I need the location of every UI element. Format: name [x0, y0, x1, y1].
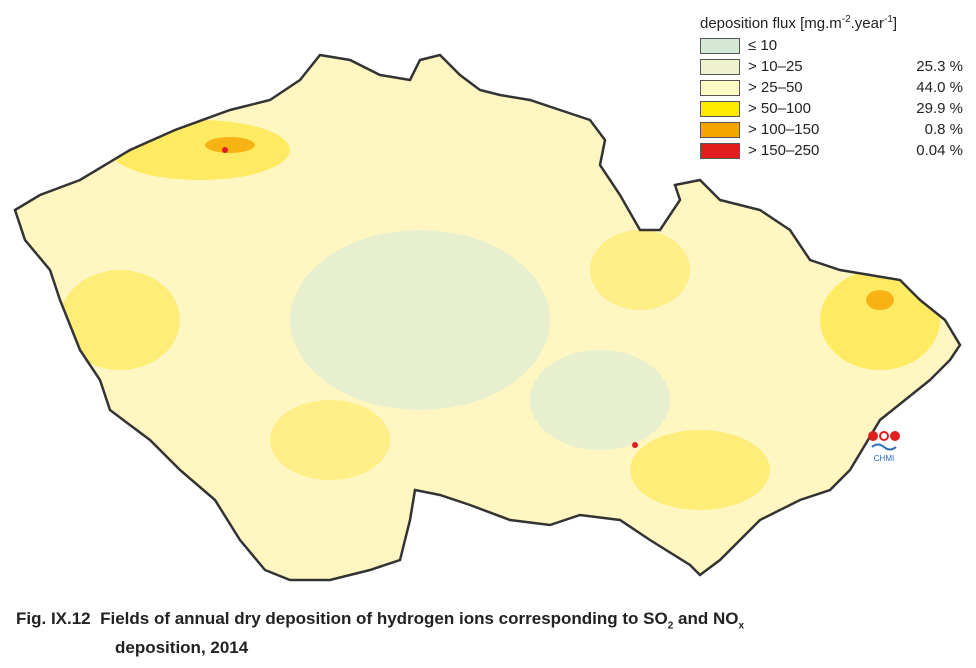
legend-item: > 150–250 0.04 %: [700, 140, 963, 161]
legend-swatch: [700, 142, 740, 159]
legend-label: > 10–25: [748, 58, 803, 75]
map: CHMI: [13, 53, 962, 582]
legend-item: ≤ 10: [700, 35, 963, 56]
legend-share: 25.3 %: [916, 58, 963, 75]
legend-label: > 50–100: [748, 100, 811, 117]
legend-item: > 100–150 0.8 %: [700, 119, 963, 140]
legend-title-exp: -2: [841, 14, 851, 25]
legend-title-text: .year: [850, 15, 884, 32]
caption-line: Fig. IX.12 Fields of annual dry depositi…: [16, 608, 744, 637]
legend-swatch: [700, 37, 740, 54]
legend-rows: ≤ 10 > 10–25 25.3 % > 25–50 44.0 % > 50–100 29…: [700, 35, 963, 161]
legend-label: ≤ 10: [748, 37, 778, 54]
caption-text: Fields of annual dry deposition of hydro…: [100, 609, 668, 628]
logo-text: CHMI: [874, 454, 894, 463]
caption: Fig. IX.12 Fields of annual dry depositi…: [16, 608, 744, 659]
legend-item: > 25–50 44.0 %: [700, 77, 963, 98]
legend-item: > 10–25 25.3 %: [700, 56, 963, 77]
legend: deposition flux [mg.m-2.year-1] ≤ 10 > 10…: [700, 14, 963, 161]
legend-swatch: [700, 100, 740, 117]
caption-line: deposition, 2014: [115, 638, 249, 658]
caption-prefix: Fig. IX.12: [16, 609, 91, 628]
caption-sub: x: [738, 620, 745, 632]
chmi-logo: CHMI: [868, 431, 900, 463]
legend-title-text: deposition flux [mg.m: [700, 15, 842, 32]
caption-text: and NO: [673, 609, 739, 628]
legend-label: > 25–50: [748, 79, 803, 96]
legend-share: 44.0 %: [916, 79, 963, 96]
legend-title-text: ]: [892, 15, 898, 32]
caption-sub: 2: [667, 620, 674, 632]
legend-share: 29.9 %: [916, 100, 963, 117]
legend-title: deposition flux [mg.m-2.year-1]: [700, 14, 963, 32]
legend-swatch: [700, 58, 740, 75]
legend-swatch: [700, 79, 740, 96]
legend-label: > 100–150: [748, 121, 820, 138]
legend-title-exp: -1: [884, 14, 893, 25]
legend-swatch: [700, 121, 740, 138]
legend-share: 0.8 %: [924, 121, 963, 138]
legend-label: > 150–250: [748, 142, 820, 159]
legend-item: > 50–100 29.9 %: [700, 98, 963, 119]
legend-share: 0.04 %: [916, 142, 963, 159]
